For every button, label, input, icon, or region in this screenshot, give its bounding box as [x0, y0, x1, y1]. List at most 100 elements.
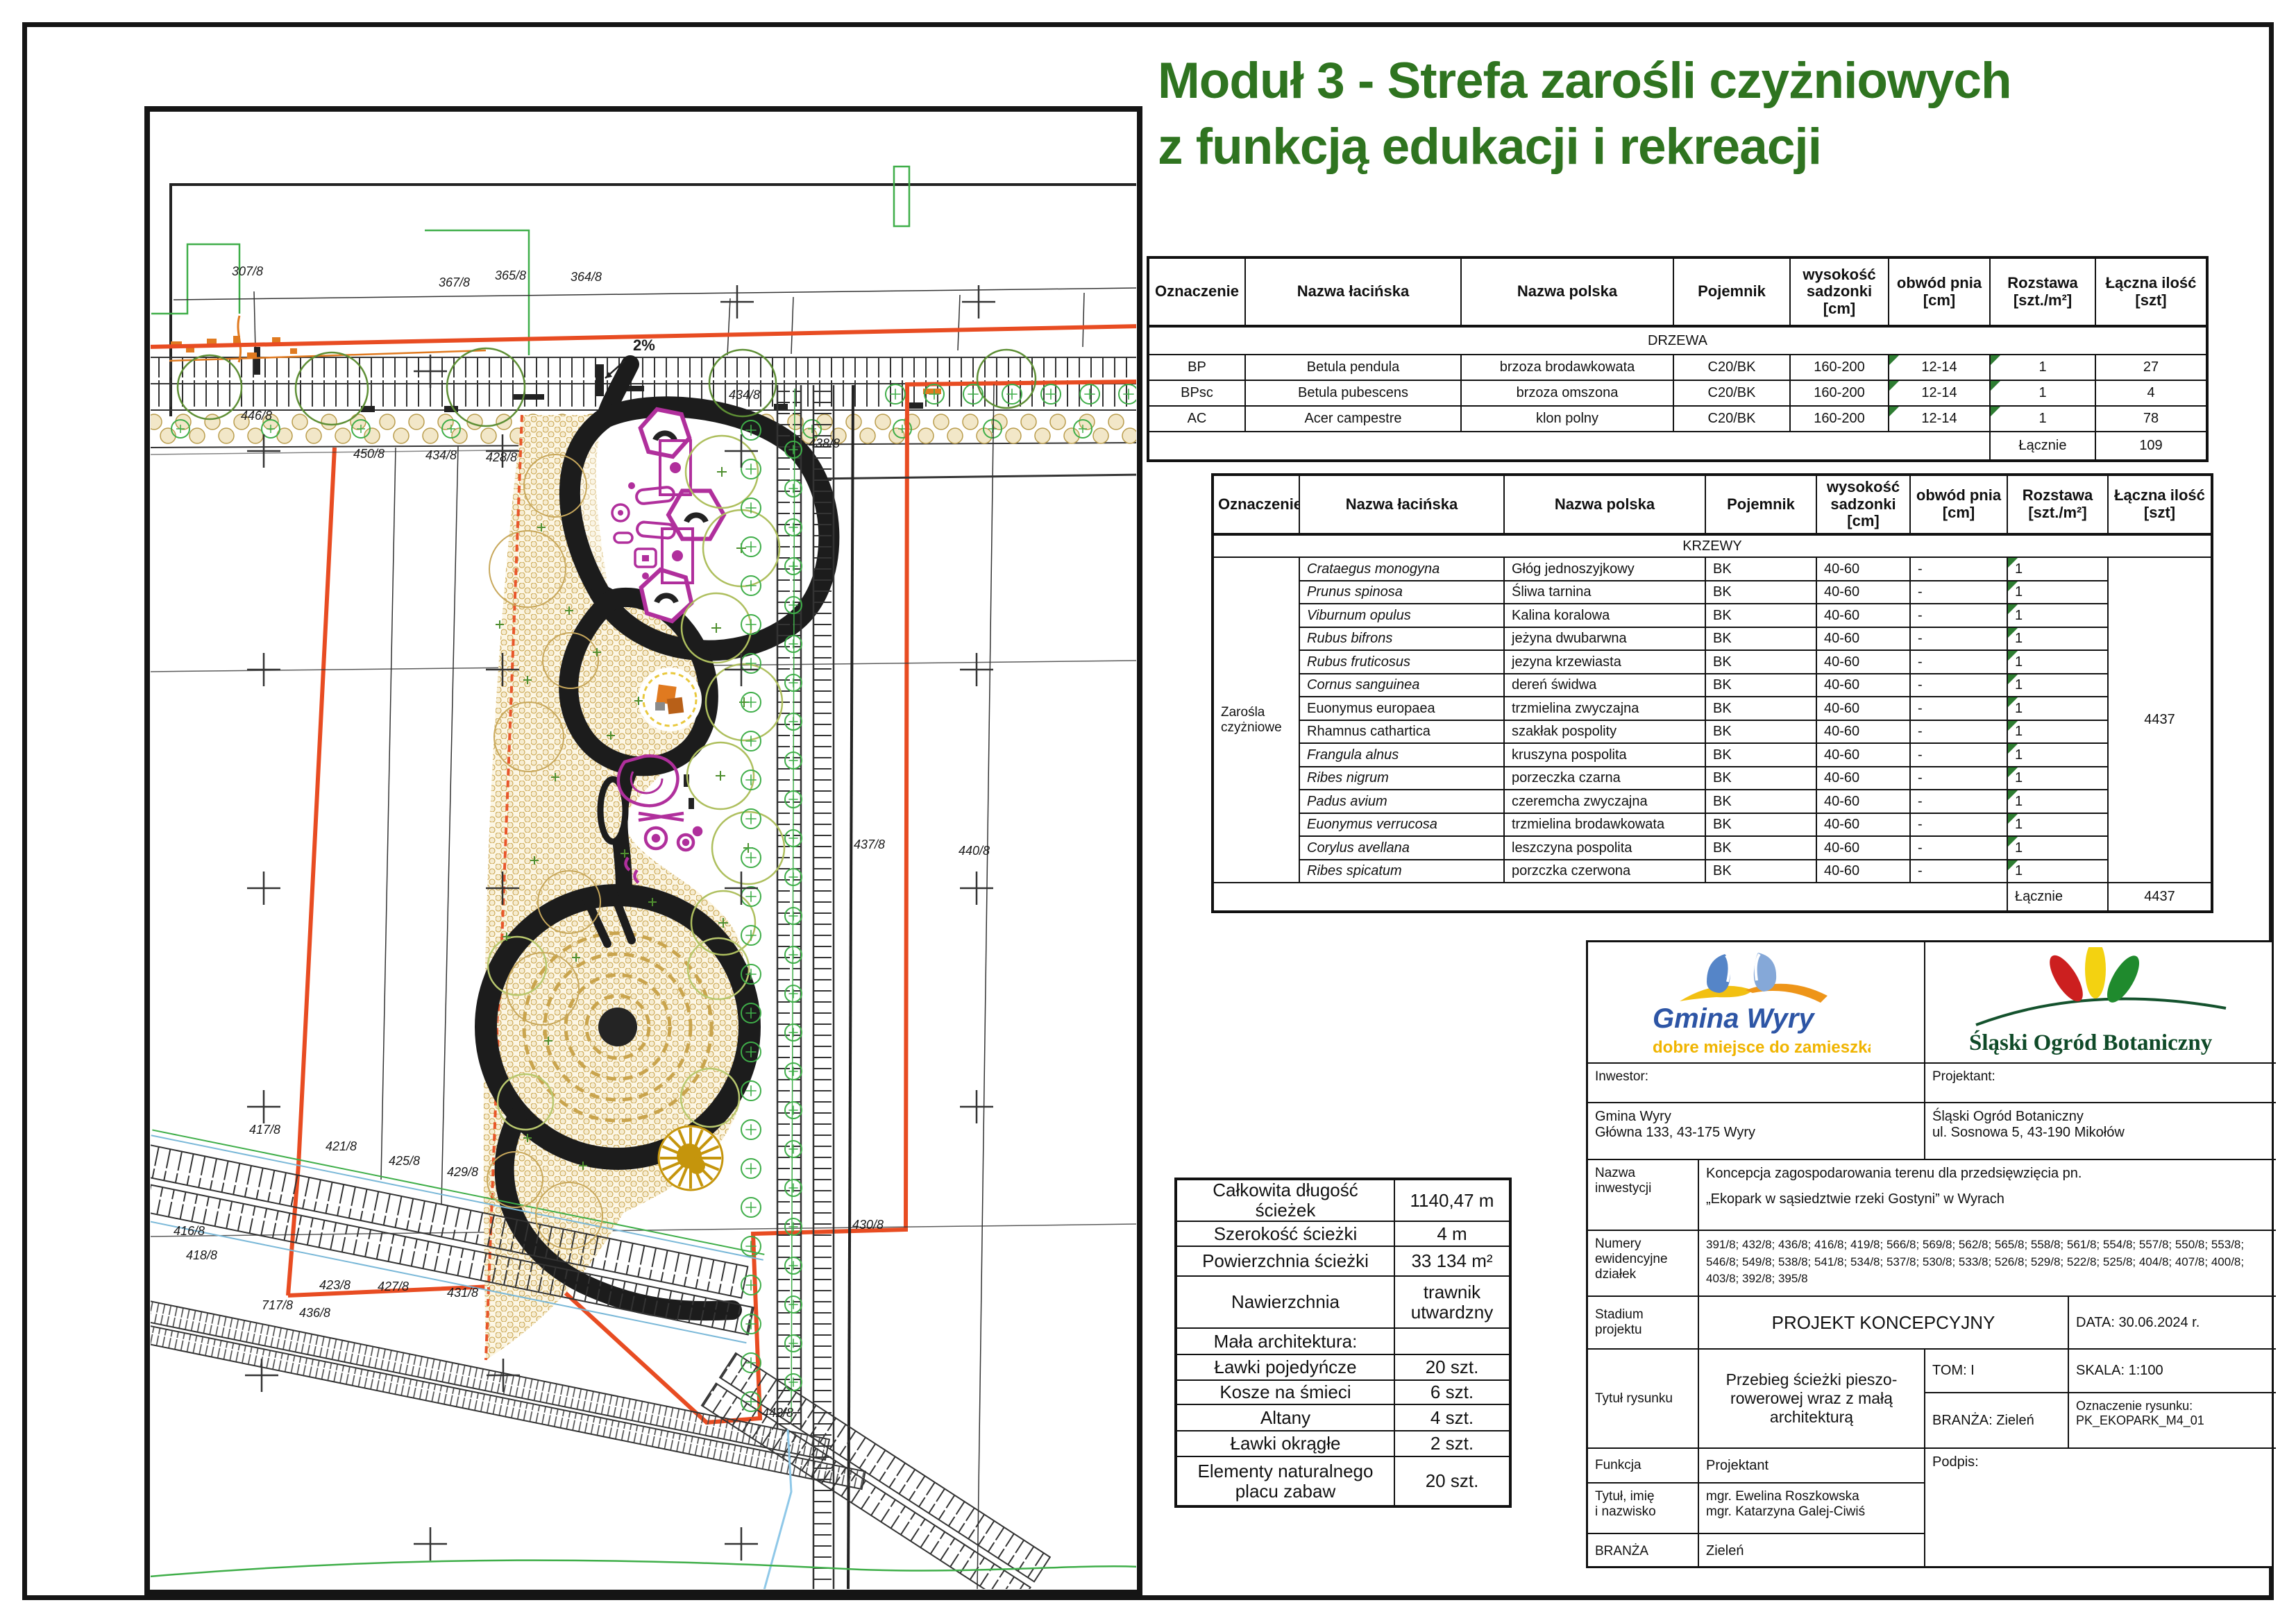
table-row: Nawierzchnia trawnik utwardzny [1175, 1275, 1511, 1329]
container: BK [1705, 835, 1817, 860]
stat-label: Ławki pojedyńcze [1175, 1354, 1395, 1382]
polish-name: kruszyna pospolita [1503, 742, 1706, 767]
container: BK [1705, 696, 1817, 721]
table-row: Powierzchnia ścieżki 33 134 m² [1175, 1246, 1511, 1277]
height: 40-60 [1816, 672, 1911, 697]
funkcja-value: Projektant [1699, 1449, 1925, 1484]
latin-name: Ribes spicatum [1299, 858, 1505, 883]
osoba-label-line2: i nazwisko [1595, 1504, 1656, 1519]
trunk: - [1909, 626, 2008, 651]
projektant-label: Projektant: [1925, 1064, 2276, 1103]
gmina-wyry-logo: Gmina Wyry dobre miejsce do zamieszkania [1653, 952, 1871, 1057]
osoby: mgr. Ewelina Roszkowska mgr. Katarzyna G… [1699, 1484, 1925, 1534]
funkcja-label: Funkcja [1588, 1449, 1699, 1484]
height: 40-60 [1816, 719, 1911, 744]
table-row: Ribes spicatum porzczka czerwona BK 40-60-1 [1213, 858, 2212, 883]
cell: brzoza brodawkowata [1460, 354, 1674, 381]
table-row: Altany 4 szt. [1175, 1404, 1511, 1432]
polish-name: czeremcha zwyczajna [1503, 789, 1706, 814]
skala-value: SKALA: 1:100 [2069, 1350, 2276, 1393]
parcel-label: 717/8 [262, 1298, 293, 1312]
spacing: 1 [2007, 672, 2109, 697]
latin-name: Rubus bifrons [1299, 626, 1505, 651]
col-header: Oznaczenie [1212, 474, 1300, 536]
parcel-label: 434/8 [729, 388, 760, 402]
col-header: Rozstawa [szt./m²] [1989, 257, 2096, 328]
parcel-label: 417/8 [249, 1123, 280, 1137]
stadium-label: Stadium projektu [1588, 1297, 1699, 1350]
spacing: 1 [2007, 858, 2109, 883]
latin-name: Cornus sanguinea [1299, 672, 1505, 697]
table-row: Kosze na śmieci 6 szt. [1175, 1379, 1511, 1406]
col-header: Pojemnik [1673, 257, 1791, 328]
table-row: Prunus spinosa Śliwa tarnina BK 40-60-1 [1213, 579, 2212, 604]
group-label: Zarośla czyżniowe [1212, 556, 1300, 883]
numery-value: 391/8; 432/8; 436/8; 416/8; 419/8; 566/8… [1699, 1231, 2276, 1297]
section-drzewa: DRZEWA [1147, 325, 2208, 355]
table-row: Mała architektura: [1175, 1327, 1511, 1356]
cell: 160-200 [1789, 380, 1889, 407]
playground-cluster2 [616, 754, 703, 884]
table-row: Rubus fruticosus jezyna krzewiasta BK 40-60… [1213, 649, 2212, 674]
green-boundary-lines [151, 165, 911, 355]
site-plan-map: 2% 307/8 367/8 365/8 364/8 446/8 450/8 434/8 42… [144, 106, 1142, 1595]
oznaczenie-rysunku: Oznaczenie rysunku: PK_EKOPARK_M4_01 [2069, 1393, 2276, 1449]
orange-play-item [638, 668, 702, 731]
cell: 1 [1989, 380, 2096, 407]
parcel-label: 364/8 [571, 270, 602, 284]
polish-name: porzeczka czarna [1503, 765, 1706, 790]
height: 40-60 [1816, 626, 1911, 651]
parcel-label: 429/8 [447, 1165, 478, 1179]
table-row: Ławki okrągłe 2 szt. [1175, 1430, 1511, 1458]
total-value: 109 [2095, 431, 2208, 461]
title-line1: Moduł 3 - Strefa zarośli czyżniowych [1158, 53, 2012, 109]
parcel-label: 427/8 [378, 1280, 409, 1293]
trunk: - [1909, 742, 2008, 767]
total-label: Łącznie [2007, 882, 2109, 912]
stat-label: Mała architektura: [1175, 1327, 1395, 1356]
parcel-label: 365/8 [495, 269, 526, 282]
height: 40-60 [1816, 579, 1911, 604]
container: BK [1705, 672, 1817, 697]
stat-label: Ławki okrągłe [1175, 1430, 1395, 1458]
parcel-label: 423/8 [319, 1278, 351, 1292]
gazebo-sunburst [657, 1125, 724, 1191]
polish-name: dereń świdwa [1503, 672, 1706, 697]
latin-name: Euonymus verrucosa [1299, 812, 1505, 837]
latin-name: Viburnum opulus [1299, 603, 1505, 628]
parcel-label: 446/8 [241, 409, 272, 423]
table-row: Euonymus europaea trzmielina zwyczajna BK 4… [1213, 696, 2212, 721]
sob-logo-cell: Śląski Ogród Botaniczny [1925, 942, 2276, 1064]
cell: C20/BK [1673, 405, 1791, 432]
table-row: Szerokość ścieżki 4 m [1175, 1221, 1511, 1248]
height: 40-60 [1816, 696, 1911, 721]
height: 40-60 [1816, 765, 1911, 790]
cell: BPsc [1147, 380, 1246, 407]
projektant-address: Śląski Ogród Botaniczny ul. Sosnowa 5, 4… [1925, 1103, 2276, 1160]
table-row: Zarośla czyżniowe Crataegus monogyna Głóg j… [1212, 556, 2213, 883]
latin-name: Euonymus europaea [1299, 696, 1505, 721]
stat-label: Powierzchnia ścieżki [1175, 1246, 1395, 1277]
merged-total: 4437 [2107, 556, 2213, 883]
parcel-label: 437/8 [854, 838, 885, 851]
table-row: Cornus sanguinea dereń świdwa BK 40-60-1 [1213, 672, 2212, 697]
latin-name: Padus avium [1299, 789, 1505, 814]
spacing: 1 [2007, 719, 2109, 744]
cell: 12-14 [1888, 405, 1991, 432]
container: BK [1705, 719, 1817, 744]
cell: 27 [2095, 354, 2208, 381]
table-row: Frangula alnus kruszyna pospolita BK 40-60-… [1213, 742, 2212, 767]
stat-value: 33 134 m² [1394, 1246, 1511, 1277]
parcel-label: 425/8 [389, 1154, 420, 1168]
parcel-label: 418/8 [186, 1248, 217, 1262]
polish-name: trzmielina brodawkowata [1503, 812, 1706, 837]
latin-name: Corylus avellana [1299, 835, 1505, 860]
height: 40-60 [1816, 742, 1911, 767]
cell: Betula pubescens [1244, 380, 1462, 407]
cell: 1 [1989, 405, 2096, 432]
trunk: - [1909, 812, 2008, 837]
stat-value: 20 szt. [1394, 1456, 1511, 1508]
branza-label: BRANŻA [1588, 1534, 1699, 1568]
inwestor-label: Inwestor: [1588, 1064, 1925, 1103]
slaski-ogrod-botaniczny-logo: Śląski Ogród Botaniczny [1969, 946, 2226, 1055]
